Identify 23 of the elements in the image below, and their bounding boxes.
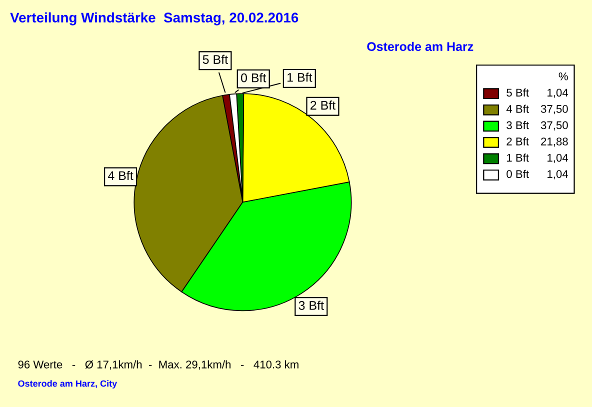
slice-label: 1 Bft <box>288 72 312 82</box>
slice-label: 0 Bft <box>241 73 266 82</box>
data-label: 1,04 <box>548 88 568 98</box>
text: Osterode am Harz, City <box>18 380 118 389</box>
legend-title: % <box>558 72 568 80</box>
slice-label: 4 Bft <box>108 170 134 180</box>
legend-label: 2 Bft <box>506 137 529 146</box>
data-label: 1,04 <box>548 170 568 180</box>
legend-label: 4 Bft <box>506 104 529 113</box>
data-label: 21,88 <box>541 138 568 147</box>
chart-title: Verteilung Windstärke Samstag, 20.02.2016 <box>10 12 298 26</box>
legend-label: 1 Bft <box>507 154 529 162</box>
legend-label: 5 Bft <box>506 88 529 97</box>
data-label: 37,50 <box>540 105 568 114</box>
slice-label: 5 Bft <box>202 54 228 64</box>
data-label: 37,50 <box>540 121 568 130</box>
legend-label: 3 Bft <box>506 121 529 130</box>
text: 96 Werte - Ø 17,1km/h - Max. 29,1km/h - 410.3 km <box>18 360 298 370</box>
slice-label: 3 Bft <box>298 300 324 310</box>
slice-label: 2 Bft <box>310 100 336 110</box>
data-label: 1,04 <box>548 154 568 164</box>
legend-label: 0 Bft <box>506 170 529 178</box>
chart-subtitle: Osterode am Harz <box>367 42 474 51</box>
